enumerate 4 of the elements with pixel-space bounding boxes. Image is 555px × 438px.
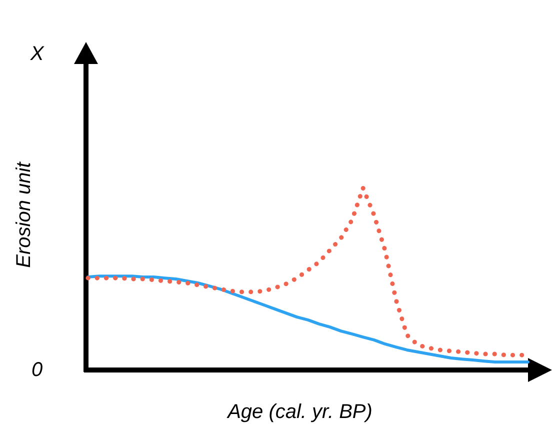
text: 0 (31, 359, 43, 381)
y-axis-title: Erosion unit (13, 160, 35, 268)
x-axis-title: Age (cal. yr. BP) (226, 401, 372, 423)
text: X (29, 43, 44, 65)
